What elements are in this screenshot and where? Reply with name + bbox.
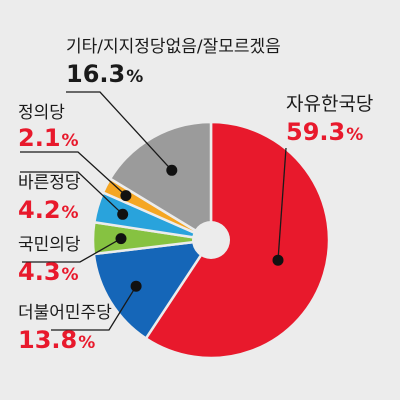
- leader-line: [20, 151, 127, 197]
- value-label: 59.3%: [286, 118, 363, 146]
- slice-marker-dot: [120, 190, 132, 202]
- leader-lines-group: [20, 91, 287, 331]
- slice-marker-dot: [117, 208, 129, 220]
- category-label: 국민의당: [18, 235, 81, 255]
- category-label: 바른정당: [18, 173, 81, 193]
- leader-line: [66, 91, 173, 171]
- value-label: 2.1%: [18, 124, 79, 152]
- leader-line: [20, 171, 124, 215]
- slice-deobureo-minju: [92, 238, 214, 341]
- labels-group: 자유한국당59.3%더불어민주당13.8%국민의당4.3%바른정당4.2%정의당…: [18, 37, 373, 354]
- leader-line: [277, 147, 287, 261]
- category-label: 더불어민주당: [18, 303, 112, 323]
- category-label: 자유한국당: [286, 93, 373, 115]
- slice-marker-dot: [272, 254, 284, 266]
- leader-line: [22, 238, 122, 263]
- slice-marker-dot: [166, 164, 178, 176]
- slice-marker-dot: [130, 280, 142, 292]
- value-label: 4.2%: [18, 196, 79, 224]
- category-label: 정의당: [18, 103, 65, 123]
- slice-other: [108, 120, 213, 243]
- slice-marker-dot: [115, 233, 127, 245]
- category-label: 기타/지지정당없음/잘모르겠음: [66, 37, 281, 57]
- leader-line: [51, 285, 137, 331]
- donut-hole: [192, 221, 230, 259]
- value-label: 16.3%: [66, 60, 143, 88]
